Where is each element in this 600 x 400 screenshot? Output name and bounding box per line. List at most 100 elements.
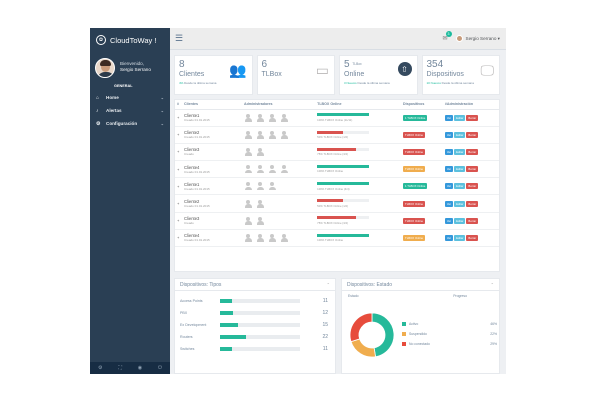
notifications-button[interactable]: ✉ 3 <box>442 31 452 42</box>
delete-button[interactable]: Borrar <box>466 183 479 190</box>
edit-button[interactable]: Editar <box>454 166 466 173</box>
table-row[interactable]: + Cliente4 Creado 01.01.2015 100% TLBOX Onl… <box>175 160 499 179</box>
sidebar-section-label: GENERAL <box>114 84 133 88</box>
user-icon[interactable] <box>256 216 264 225</box>
user-icon[interactable] <box>268 113 276 122</box>
user-icon[interactable] <box>256 165 264 174</box>
user-icon[interactable] <box>280 113 288 122</box>
user-icon[interactable] <box>256 199 264 208</box>
user-icon[interactable] <box>280 130 288 139</box>
table-row[interactable]: + Cliente1 Creado 01.01.2015 100% TLBOX Onl… <box>175 177 499 196</box>
table-row[interactable]: + Cliente2 Creado 01.01.2015 50% TLBOX Onli… <box>175 194 499 213</box>
view-button[interactable]: Ver <box>444 148 454 155</box>
delete-button[interactable]: Borrar <box>466 114 479 121</box>
delete-button[interactable]: Borrar <box>466 166 479 173</box>
expand-toggle[interactable]: + <box>175 109 182 127</box>
stat-tile-dispositivos: 354 Dispositivos 10 Nuevos Desde la última… <box>421 55 500 95</box>
user-icon[interactable] <box>256 113 264 122</box>
client-name[interactable]: Cliente4 <box>184 233 200 239</box>
legend-swatch <box>402 342 406 346</box>
stat-tile-online: 5 TLBox Online 3 Nuevos Desde la última se… <box>339 55 418 95</box>
user-icon[interactable] <box>244 113 252 122</box>
edit-button[interactable]: Editar <box>454 131 466 138</box>
delete-button[interactable]: Borrar <box>466 131 479 138</box>
fullscreen-icon[interactable]: ⛶ <box>118 365 122 371</box>
device-type-bar <box>220 335 300 339</box>
sidebar-item-configuración[interactable]: ⚙ Configuración ⌄ <box>90 117 170 130</box>
view-button[interactable]: Ver <box>444 166 454 173</box>
expand-toggle[interactable]: + <box>175 126 182 144</box>
user-avatar[interactable] <box>455 35 463 42</box>
user-icon[interactable] <box>244 233 252 242</box>
table-row[interactable]: + Cliente3 Creado 75% TLBOX Online (3/4) TLB… <box>175 212 499 230</box>
view-button[interactable]: Ver <box>444 114 454 121</box>
expand-toggle[interactable]: + <box>175 177 182 196</box>
table-row[interactable]: + Cliente3 Creado 75% TLBOX Online (3/4) TLB… <box>175 143 499 162</box>
sidebar-item-home[interactable]: ⌂ Home ⌄ <box>90 91 170 104</box>
user-icon[interactable] <box>256 182 264 191</box>
expand-toggle[interactable]: + <box>175 160 182 179</box>
user-icon[interactable] <box>280 165 288 174</box>
expand-toggle[interactable]: + <box>175 229 182 248</box>
expand-toggle[interactable]: + <box>175 212 182 230</box>
user-icon[interactable] <box>256 130 264 139</box>
expand-toggle[interactable]: + <box>175 194 182 213</box>
user-icon[interactable] <box>268 165 276 174</box>
user-icon[interactable] <box>280 233 288 242</box>
collapse-icon[interactable]: ⌃ <box>326 282 330 287</box>
view-button[interactable]: Ver <box>444 183 454 190</box>
table-row[interactable]: + Cliente2 Creado 01.01.2015 50% TLBOX Onli… <box>175 126 499 144</box>
expand-toggle[interactable]: + <box>175 143 182 162</box>
power-icon[interactable]: ⏻ <box>158 365 163 371</box>
edit-button[interactable]: Editar <box>454 217 466 224</box>
brand[interactable]: ✿ CloudToWay ! <box>90 28 170 52</box>
client-name[interactable]: Cliente3 <box>184 216 200 222</box>
view-button[interactable]: Ver <box>444 131 454 138</box>
view-button[interactable]: Ver <box>444 200 454 207</box>
user-icon[interactable] <box>256 147 264 156</box>
client-name[interactable]: Cliente3 <box>184 147 200 153</box>
progress-column-header: Progreso <box>453 294 467 298</box>
eye-icon[interactable]: ◉ <box>137 365 143 371</box>
users-icon: 👥 <box>229 62 247 78</box>
collapse-icon[interactable]: ⌃ <box>490 282 494 287</box>
edit-button[interactable]: Editar <box>454 183 466 190</box>
delete-button[interactable]: Borrar <box>466 234 479 241</box>
delete-button[interactable]: Borrar <box>466 217 479 224</box>
legend-label: Activo <box>409 322 419 326</box>
edit-button[interactable]: Editar <box>454 200 466 207</box>
status-badge: 1 TLBOX Online <box>403 114 428 121</box>
user-icon[interactable] <box>244 147 252 156</box>
user-icon[interactable] <box>244 130 252 139</box>
user-icon[interactable] <box>244 165 252 174</box>
user-icon[interactable] <box>244 216 252 225</box>
user-menu[interactable]: Sergio Serrano ▾ <box>465 35 501 41</box>
avatar[interactable] <box>95 58 115 78</box>
table-row[interactable]: + Cliente1 Creado 01.01.2015 100% TLBOX Onl… <box>175 109 499 127</box>
edit-button[interactable]: Editar <box>454 148 466 155</box>
view-button[interactable]: Ver <box>444 234 454 241</box>
delete-button[interactable]: Borrar <box>466 148 479 155</box>
edit-button[interactable]: Editar <box>454 114 466 121</box>
table-row[interactable]: + Cliente4 Creado 01.01.2015 100% TLBOX Onl… <box>175 229 499 248</box>
client-name[interactable]: Cliente4 <box>184 164 200 170</box>
client-name[interactable]: Cliente2 <box>184 130 200 136</box>
client-name[interactable]: Cliente2 <box>184 199 200 205</box>
user-icon[interactable] <box>244 182 252 191</box>
client-name[interactable]: Cliente1 <box>184 113 200 119</box>
view-button[interactable]: Ver <box>444 217 454 224</box>
gear-icon[interactable]: ⚙ <box>97 365 103 371</box>
legend-label: Suspendido <box>409 332 427 336</box>
tile-number: 354 <box>426 59 444 70</box>
client-name[interactable]: Cliente1 <box>184 181 200 187</box>
user-icon[interactable] <box>268 233 276 242</box>
user-icon[interactable] <box>268 130 276 139</box>
user-icon[interactable] <box>256 233 264 242</box>
edit-button[interactable]: Editar <box>454 234 466 241</box>
delete-button[interactable]: Borrar <box>466 200 479 207</box>
menu-toggle-icon[interactable]: ☰ <box>175 33 184 43</box>
progress-label: 50% TLBOX Online (1/2) <box>317 203 349 208</box>
sidebar-item-alertas[interactable]: ♪ Alertas ⌄ <box>90 104 170 117</box>
user-icon[interactable] <box>268 182 276 191</box>
user-icon[interactable] <box>244 199 252 208</box>
